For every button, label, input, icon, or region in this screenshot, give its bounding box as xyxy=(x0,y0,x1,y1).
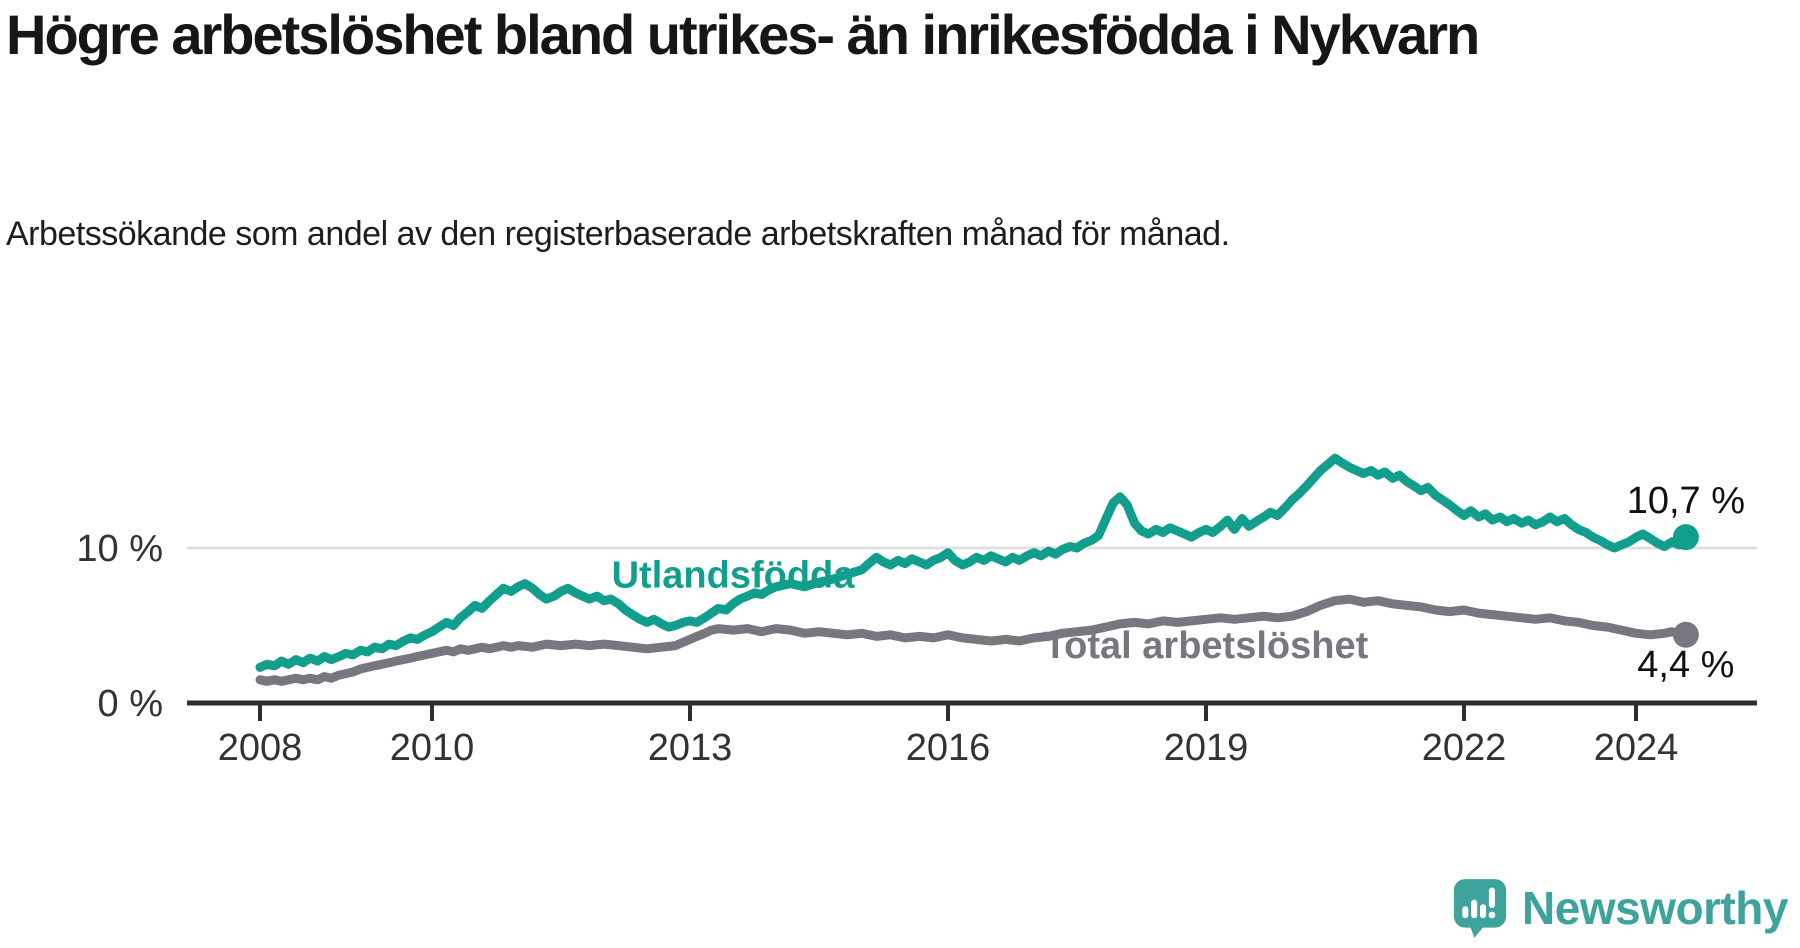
x-tick-label: 2022 xyxy=(1422,727,1507,769)
x-tick-label: 2016 xyxy=(906,727,991,769)
exclamation-dot xyxy=(1488,911,1496,919)
newsworthy-wordmark: Newsworthy xyxy=(1522,882,1788,934)
chart-subtitle: Arbetssökande som andel av den registerb… xyxy=(6,215,1230,253)
newsworthy-logo: Newsworthy xyxy=(1452,876,1788,940)
exclamation-bar xyxy=(1488,887,1495,908)
series-label: Total arbetslöshet xyxy=(1044,625,1369,667)
series-line-total xyxy=(255,594,1691,686)
series-label: Utlandsfödda xyxy=(612,554,856,596)
x-tick-label: 2013 xyxy=(648,727,733,769)
bar-3 xyxy=(1480,904,1487,919)
newsworthy-icon xyxy=(1453,879,1507,938)
bar-1 xyxy=(1462,906,1469,919)
series-line-utlandsfodda xyxy=(255,453,1691,672)
x-tick-label: 2024 xyxy=(1594,727,1679,769)
y-tick-label: 10 % xyxy=(76,528,163,570)
series-end-value-label: 10,7 % xyxy=(1627,480,1745,522)
chart-title: Högre arbetslöshet bland utrikes- än inr… xyxy=(6,3,1480,66)
bar-2 xyxy=(1471,899,1478,919)
x-tick-label: 2010 xyxy=(390,727,475,769)
x-tick-label: 2008 xyxy=(218,727,303,769)
y-tick-label: 0 % xyxy=(98,683,163,725)
x-tick-label: 2019 xyxy=(1164,727,1249,769)
series-end-dot xyxy=(1672,621,1699,648)
series-end-value-label: 4,4 % xyxy=(1637,644,1734,686)
series-end-dot xyxy=(1672,524,1699,551)
line-chart: 2008 2010 2013 2016 2019 2022 2024 0 % 10 % Utlan… xyxy=(76,453,1757,769)
